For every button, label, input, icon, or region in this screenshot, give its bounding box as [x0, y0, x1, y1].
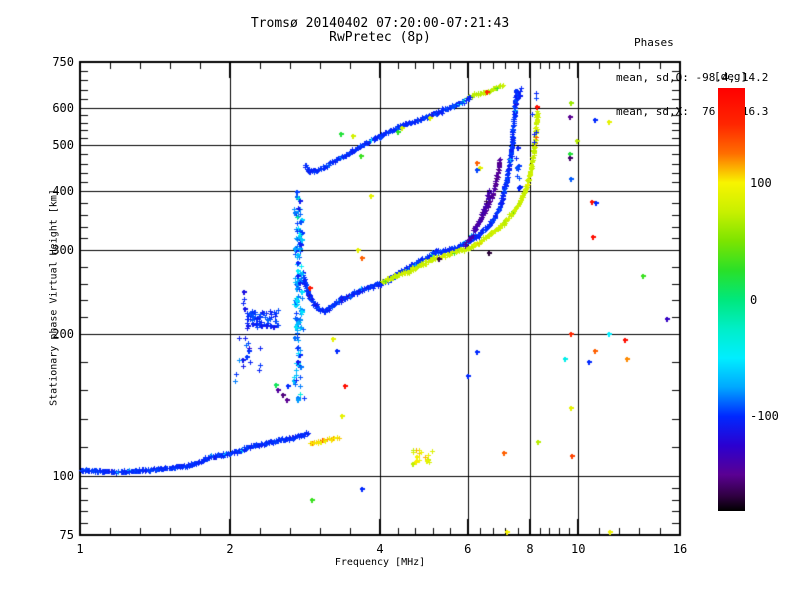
colorbar-tick-label: 0	[750, 292, 758, 307]
phase-stats-x-mode: mean, sd,X: 76.9, 16.3	[616, 105, 769, 118]
y-tick-label: 200	[52, 326, 74, 341]
x-axis-label: Frequency [MHz]	[334, 557, 426, 568]
x-tick-label: 16	[672, 542, 688, 556]
x-tick-label: 10	[571, 542, 586, 556]
colorbar-tick-label: -100	[750, 409, 779, 424]
colorbar	[718, 88, 745, 511]
y-tick-label: 300	[52, 243, 74, 258]
y-tick-label: 400	[52, 184, 74, 199]
phase-stats-o-mode: mean, sd,O: -98.4, 14.2	[616, 70, 769, 84]
colorbar-unit-label: [deg]	[714, 70, 748, 83]
y-tick-label: 500	[52, 138, 74, 153]
y-tick-label: 100	[52, 468, 74, 483]
y-tick-label: 600	[52, 100, 74, 115]
x-tick-label: 6	[464, 542, 472, 556]
x-tick-label: 1	[76, 542, 84, 556]
phase-stats-header: Phases	[634, 36, 674, 49]
x-tick-label: 4	[376, 542, 384, 556]
y-tick-label: 75	[59, 528, 74, 542]
y-axis-label: Stationary phase Virtual Height [km]	[48, 189, 60, 406]
plot-subtitle: RwPretec (8p)	[329, 30, 431, 45]
y-tick-label: 750	[52, 55, 74, 69]
x-tick-label: 2	[226, 542, 234, 556]
plot-title: Tromsø 20140402 07:20:00-07:21:43	[250, 16, 510, 31]
x-tick-label: 8	[526, 542, 534, 556]
colorbar-tick-label: 100	[750, 175, 772, 190]
